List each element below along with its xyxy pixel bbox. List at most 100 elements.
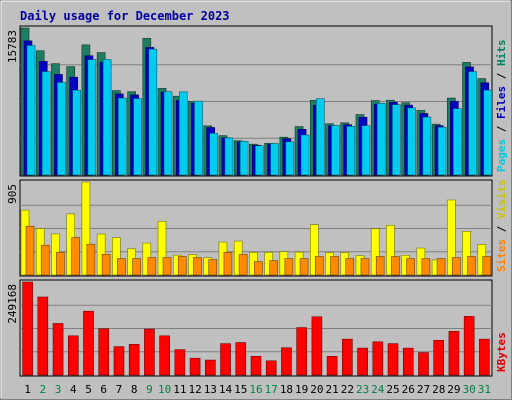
x-tick-label: 3 <box>55 383 62 396</box>
bar-kbytes <box>22 281 33 376</box>
bar-kbytes <box>83 310 94 376</box>
x-tick-label: 18 <box>280 383 293 396</box>
bar-kbytes <box>357 347 368 376</box>
y-max-label: 905 <box>6 184 19 204</box>
x-tick-label: 13 <box>204 383 217 396</box>
bar-pages <box>26 45 36 176</box>
bar-kbytes <box>479 338 490 376</box>
bar-pages <box>300 134 310 176</box>
bar-sites <box>269 260 278 276</box>
x-tick-label: 28 <box>432 383 445 396</box>
bar-sites <box>71 237 80 276</box>
bar-visits <box>447 199 456 276</box>
bar-sites <box>436 258 446 276</box>
bar-pages <box>346 126 356 176</box>
series-kbytes <box>22 281 490 376</box>
bar-kbytes <box>296 327 307 376</box>
bar-kbytes <box>98 328 110 376</box>
bar-sites <box>360 258 370 276</box>
x-tick-label: 6 <box>100 383 107 396</box>
bar-kbytes <box>67 335 79 376</box>
x-tick-label: 9 <box>146 383 153 396</box>
chart-title: Daily usage for December 2023 <box>20 9 230 23</box>
bar-sites <box>147 257 157 276</box>
y-max-label: 15783 <box>6 30 19 63</box>
panel-visits-sites: 905 Sites / Visits <box>6 179 508 277</box>
x-tick-label: 10 <box>158 383 171 396</box>
bar-sites <box>117 258 126 276</box>
bar-pages <box>331 125 340 176</box>
bar-visits <box>462 231 471 276</box>
x-tick-label: 26 <box>402 383 415 396</box>
bar-pages <box>163 91 173 176</box>
bar-kbytes <box>387 343 399 376</box>
bar-kbytes <box>281 347 292 376</box>
x-tick-label: 1 <box>24 383 31 396</box>
series-axis-label-part: Hits <box>495 40 508 67</box>
bar-pages <box>72 89 81 176</box>
bar-sites <box>345 258 355 276</box>
bar-sites <box>40 244 50 276</box>
bar-kbytes <box>205 359 216 376</box>
bar-sites <box>452 257 461 276</box>
x-tick-label: 16 <box>249 383 262 396</box>
bar-pages <box>209 133 219 176</box>
bar-visits <box>309 224 319 276</box>
series-axis-label: Pages / Files / Hits <box>495 40 508 173</box>
x-tick-label: 4 <box>70 383 77 396</box>
bar-kbytes <box>342 338 353 376</box>
bar-kbytes <box>326 356 338 376</box>
bar-sites <box>284 258 294 276</box>
bar-pages <box>87 59 97 176</box>
x-axis-day-labels: 1 2 3 4 5 6 7 8 9 10 11 12 13 14 15 16 17 18 19 20 21 22 23 24 2… <box>24 383 491 396</box>
x-tick-label: 5 <box>85 383 92 396</box>
bar-sites <box>193 257 202 276</box>
bar-kbytes <box>189 357 201 376</box>
x-tick-label: 30 <box>463 383 476 396</box>
series-axis-label-part: / <box>495 119 508 139</box>
bar-sites <box>177 256 187 276</box>
bar-kbytes <box>159 335 170 376</box>
bar-kbytes <box>52 323 64 376</box>
bar-pages <box>178 91 188 176</box>
bar-pages <box>57 82 66 176</box>
bar-pages <box>468 71 477 176</box>
bar-sites <box>254 261 263 276</box>
bar-sites <box>223 252 233 276</box>
series-axis-label-part: Pages <box>495 139 508 172</box>
series-pages <box>26 45 493 176</box>
bar-pages <box>453 108 462 176</box>
bar-pages <box>361 125 371 176</box>
x-tick-label: 2 <box>40 383 47 396</box>
bar-pages <box>392 104 401 176</box>
bar-pages <box>437 126 447 176</box>
bar-visits <box>370 228 380 276</box>
x-tick-label: 31 <box>478 383 491 396</box>
bar-sites <box>421 258 431 276</box>
bar-sites <box>86 243 96 276</box>
bar-pages <box>407 107 416 176</box>
bar-sites <box>101 254 111 276</box>
x-tick-label: 21 <box>326 383 339 396</box>
bar-pages <box>315 98 325 176</box>
bar-sites <box>208 259 218 276</box>
bar-sites <box>162 257 172 276</box>
bar-kbytes <box>402 347 414 376</box>
bar-kbytes <box>235 342 247 376</box>
x-tick-label: 8 <box>131 383 138 396</box>
series-axis-label-part: Visits <box>495 179 508 219</box>
bar-visits <box>81 181 91 276</box>
bar-pages <box>133 98 142 176</box>
bar-kbytes <box>174 349 186 376</box>
series-axis-label-part: Files <box>495 86 508 119</box>
bar-sites <box>25 225 35 276</box>
chart-panels: 15783 Pages / Files / Hits 905 Sites / Visi… <box>6 25 508 377</box>
bar-kbytes <box>128 344 140 376</box>
bar-kbytes <box>37 296 49 376</box>
bar-sites <box>467 256 476 276</box>
bar-kbytes <box>144 328 155 376</box>
x-tick-label: 7 <box>116 383 123 396</box>
bar-sites <box>482 256 492 276</box>
bar-kbytes <box>448 331 460 376</box>
